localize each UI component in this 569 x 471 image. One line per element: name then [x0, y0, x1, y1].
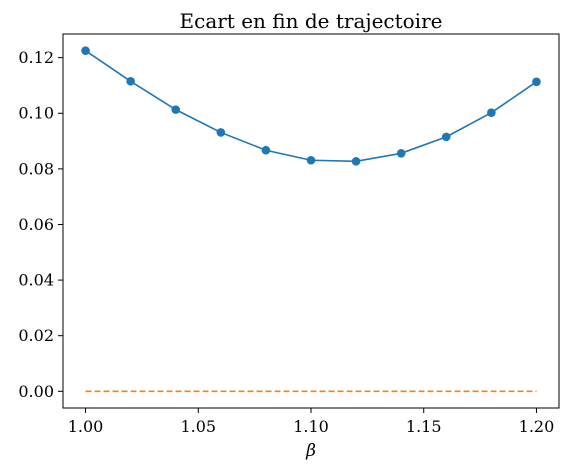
- series-1-line: [85, 50, 537, 163]
- series-1-point: [306, 155, 316, 165]
- x-axis-label: β: [305, 441, 316, 461]
- y-tick-label: 0.08: [18, 159, 54, 178]
- x-tick-label: 1.00: [68, 417, 104, 436]
- series-1-point: [396, 148, 406, 158]
- series-1-point: [261, 145, 271, 155]
- axes-frame: [62, 33, 560, 409]
- series-1-point: [441, 132, 451, 142]
- x-tick-label: 1.10: [293, 417, 329, 436]
- y-tick-label: 0.12: [18, 48, 54, 67]
- y-tick-label: 0.06: [18, 215, 54, 234]
- y-tick-label: 0.00: [18, 382, 54, 401]
- series-1-point: [81, 46, 90, 55]
- series-1-point: [487, 108, 496, 117]
- chart-title: Ecart en fin de trajectoire: [180, 9, 443, 33]
- series-1-point: [216, 128, 226, 137]
- series-1-point: [126, 76, 135, 86]
- x-tick-label: 1.15: [406, 417, 442, 436]
- x-tick-label: 1.05: [180, 417, 216, 436]
- y-tick-label: 0.04: [18, 271, 54, 290]
- x-tick-label: 1.20: [519, 417, 555, 436]
- y-tick-label: 0.10: [18, 104, 54, 123]
- series-1-point: [351, 157, 361, 166]
- series-1-point: [171, 105, 181, 114]
- plot-area: [81, 46, 541, 393]
- axis-ticks: 1.00 1.05 1.10 1.15 1.20 0.00 0.02 0.04 0.06 0.08…: [18, 48, 554, 436]
- series-1-point: [532, 77, 541, 87]
- y-tick-label: 0.02: [18, 326, 54, 345]
